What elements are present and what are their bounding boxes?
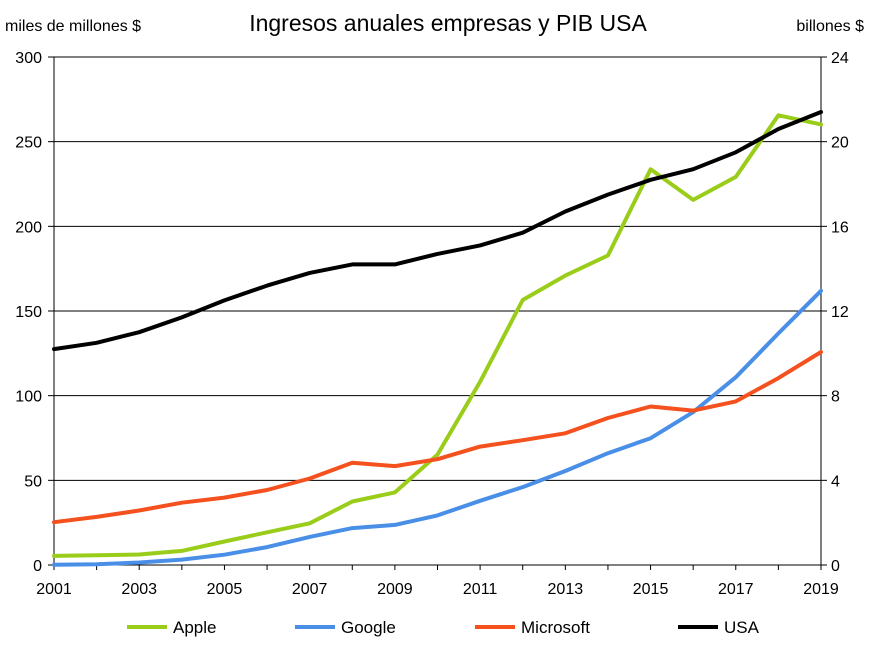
x-tick-label: 2009 (377, 581, 413, 598)
x-tick-label: 2007 (292, 581, 328, 598)
tick-labels: 0 50 100 150 200 250 300 0 4 8 12 16 20 24 2001 2003 200… (15, 50, 849, 598)
y-right-tick-label: 4 (831, 473, 840, 490)
grid-lines (48, 56, 827, 570)
x-tick-label: 2011 (463, 581, 498, 598)
legend-label-microsoft: Microsoft (521, 618, 590, 637)
y-left-tick-label: 50 (24, 473, 42, 490)
legend: Apple Google Microsoft USA (127, 618, 760, 637)
y-left-tick-label: 0 (33, 558, 42, 575)
y-left-axis-label: miles de millones $ (5, 18, 141, 35)
x-tick-label: 2003 (121, 581, 157, 598)
y-left-tick-label: 150 (15, 304, 42, 321)
y-left-tick-label: 100 (15, 389, 42, 406)
y-right-tick-label: 24 (831, 50, 849, 67)
y-right-tick-label: 8 (831, 389, 840, 406)
y-right-tick-label: 16 (831, 219, 849, 236)
x-tick-label: 2017 (718, 581, 754, 598)
x-tick-label: 2005 (207, 581, 243, 598)
legend-label-usa: USA (724, 618, 760, 637)
x-tick-label: 2019 (803, 581, 839, 598)
y-left-tick-label: 200 (15, 219, 42, 236)
x-tick-label: 2001 (36, 581, 72, 598)
y-right-tick-label: 0 (831, 558, 840, 575)
y-left-tick-label: 250 (15, 135, 42, 152)
y-right-tick-label: 12 (831, 304, 849, 321)
y-right-tick-label: 20 (831, 135, 849, 152)
chart-title: Ingresos anuales empresas y PIB USA (249, 10, 647, 36)
series-line-microsoft (52, 350, 823, 525)
y-right-axis-label: billones $ (796, 18, 864, 35)
y-left-tick-label: 300 (15, 50, 42, 67)
x-tick-label: 2015 (633, 581, 669, 598)
legend-label-apple: Apple (173, 618, 216, 637)
series-lines (52, 110, 823, 567)
legend-label-google: Google (341, 618, 396, 637)
series-line-usa (52, 110, 823, 352)
series-line-apple (52, 113, 823, 558)
series-line-google (52, 288, 823, 567)
x-tick-label: 2013 (548, 581, 584, 598)
